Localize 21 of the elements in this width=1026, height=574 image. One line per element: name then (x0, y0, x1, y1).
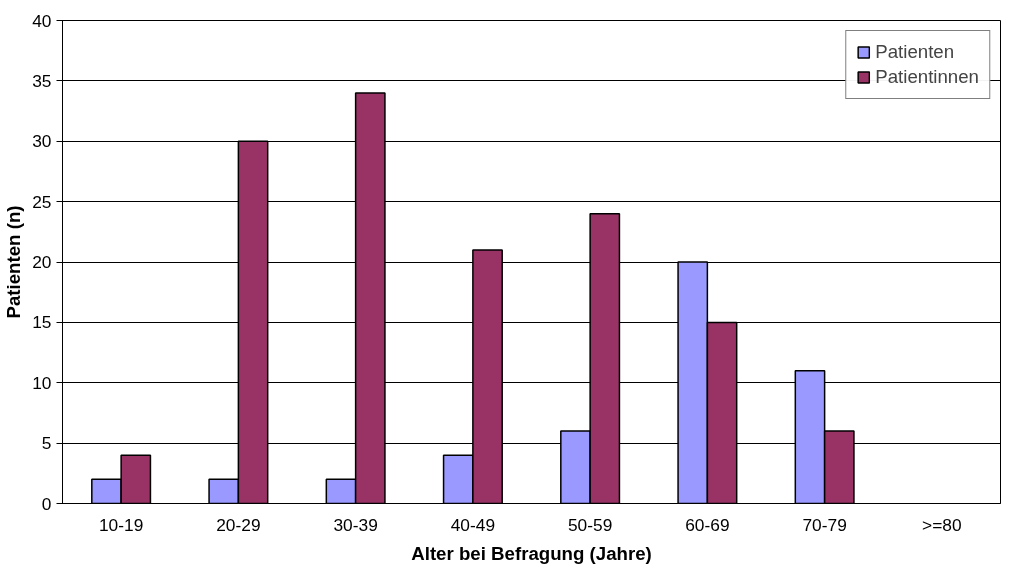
x-tick-label: 50-59 (567, 514, 613, 535)
y-tick-label: 20 (32, 252, 52, 272)
x-tick-label: 30-39 (333, 514, 378, 535)
y-tick-label: 35 (32, 70, 52, 91)
y-tick-label: 25 (32, 191, 52, 212)
x-tick-label: 70-79 (802, 514, 847, 535)
x-tick-label: 60-69 (685, 514, 730, 535)
y-axis-title: Patienten (n) (3, 205, 25, 319)
legend-label: Patienten (875, 41, 955, 63)
x-tick-label: >=80 (922, 514, 962, 535)
x-tick-label: 10-19 (98, 514, 144, 535)
y-tick-label: 30 (32, 131, 52, 152)
y-tick-label: 40 (32, 10, 52, 31)
x-tick-label: 20-29 (216, 514, 261, 535)
y-tick-label: 0 (41, 493, 52, 514)
x-axis-title: Alter bei Befragung (Jahre) (411, 542, 652, 564)
y-tick-label: 15 (32, 312, 52, 333)
x-tick-label: 40-49 (450, 514, 496, 535)
y-tick-label: 5 (41, 433, 52, 454)
y-tick-label: 10 (32, 372, 52, 393)
legend-label: Patientinnen (875, 66, 979, 88)
